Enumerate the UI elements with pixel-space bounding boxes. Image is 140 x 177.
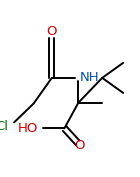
Text: HO: HO bbox=[17, 122, 38, 135]
Text: NH: NH bbox=[80, 71, 99, 84]
Text: Cl: Cl bbox=[0, 120, 8, 133]
Text: O: O bbox=[46, 25, 57, 38]
Text: O: O bbox=[74, 139, 85, 152]
